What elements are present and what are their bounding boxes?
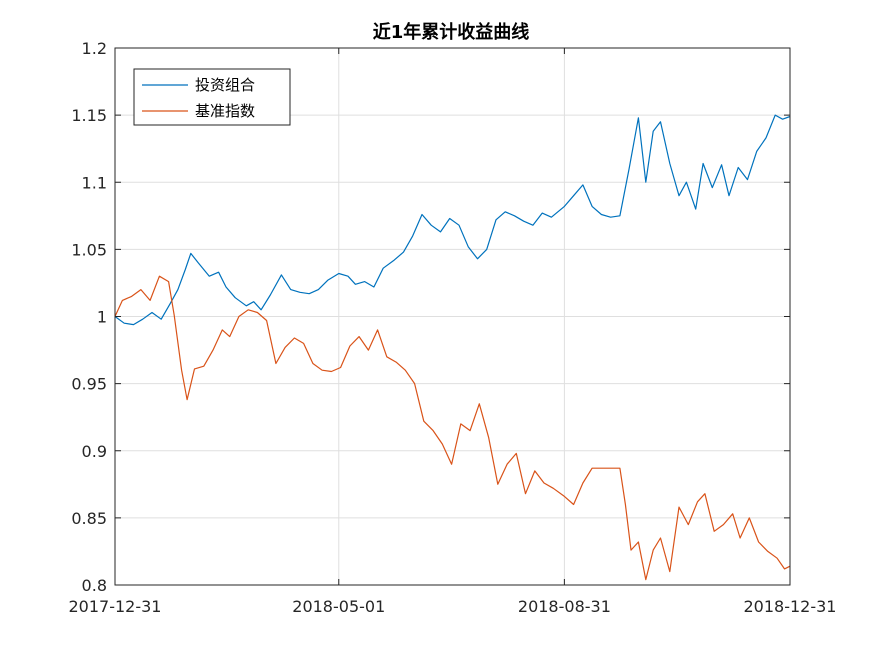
legend-label-2: 基准指数: [195, 102, 255, 120]
y-tick-label: 1.15: [71, 106, 107, 125]
y-tick-label: 1.2: [82, 39, 107, 58]
y-tick-label: 1.1: [82, 173, 107, 192]
grid: [114, 47, 791, 586]
y-tick-label: 0.95: [71, 375, 107, 394]
x-tick-label: 2018-12-31: [744, 597, 837, 616]
legend-label-1: 投资组合: [195, 76, 255, 94]
legend-box: [133, 68, 291, 126]
series-line-2: [114, 275, 791, 581]
x-tick-label: 2018-08-31: [518, 597, 611, 616]
y-tick-label: 1: [97, 308, 107, 327]
y-tick-label: 0.9: [82, 442, 107, 461]
y-tick-label: 1.05: [71, 240, 107, 259]
series-lines: [114, 114, 791, 581]
series-line-1: [114, 114, 791, 326]
x-tick-label: 2018-05-01: [292, 597, 385, 616]
y-tick-label: 0.85: [71, 509, 107, 528]
y-tick-label: 0.8: [82, 576, 107, 595]
chart-title: 近1年累计收益曲线: [373, 21, 530, 43]
axis-ticks: 0.8 0.85 0.9 0.95 1 1.05 1.1 1.15 1.2 2017-12-31 2…: [69, 39, 837, 616]
x-tick-label: 2017-12-31: [69, 597, 162, 616]
